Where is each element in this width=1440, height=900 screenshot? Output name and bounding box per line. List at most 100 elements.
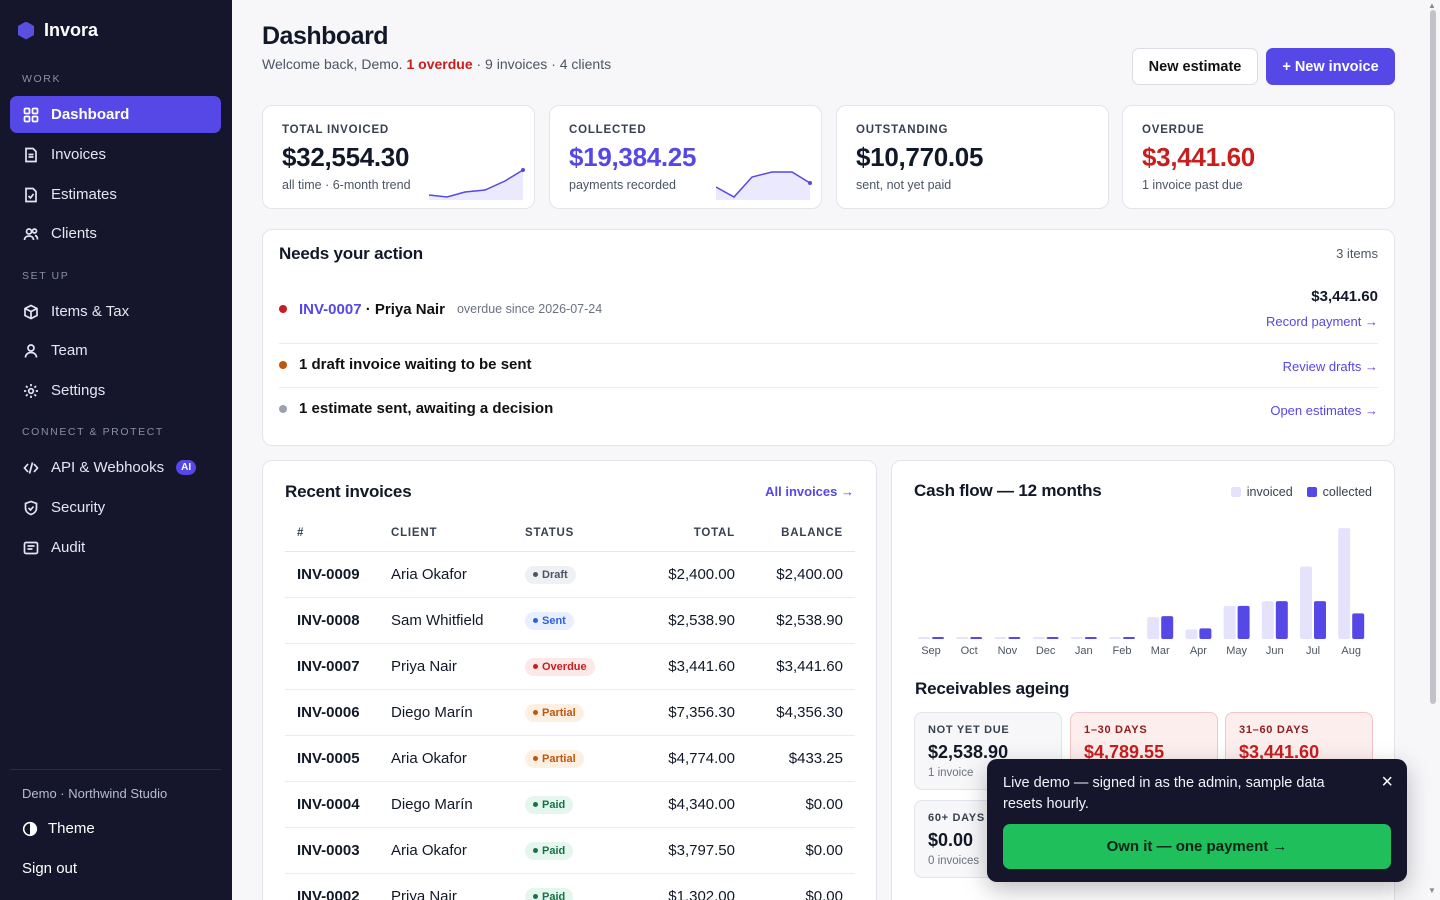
kpi-sub: sent, not yet paid	[856, 178, 952, 192]
status-dot	[279, 404, 287, 413]
page-subtitle: Welcome back, Demo. 1 overdue · 9 invoic…	[262, 56, 611, 72]
overdue-count: 1 overdue	[406, 56, 473, 72]
bar-collected-apr[interactable]	[1199, 628, 1212, 639]
bar-invoiced-jul[interactable]	[1300, 566, 1312, 639]
client-name: Aria Okafor	[391, 827, 525, 874]
bar-invoiced-nov[interactable]	[994, 637, 1007, 639]
close-icon[interactable]: ×	[1381, 771, 1393, 793]
status-dot	[279, 360, 287, 369]
bar-invoiced-dec[interactable]	[1032, 637, 1045, 639]
bar-collected-aug[interactable]	[1352, 613, 1365, 639]
sidebar-item-invoices[interactable]: Invoices	[10, 136, 221, 173]
sidebar-item-audit[interactable]: Audit	[10, 529, 221, 566]
invoice-number[interactable]: INV-0006	[285, 689, 391, 736]
column-header: BALANCE	[735, 515, 855, 552]
all-invoices-link[interactable]: All invoices →	[765, 484, 854, 499]
sidebar-item-settings[interactable]: Settings	[10, 372, 221, 409]
new-invoice-button[interactable]: + New invoice	[1266, 48, 1395, 85]
ageing-value: $0.00	[928, 830, 974, 850]
kpi-label: OUTSTANDING	[856, 124, 949, 136]
page-title: Dashboard	[262, 22, 389, 50]
legend-item-invoiced: invoiced	[1230, 485, 1293, 499]
invoice-number[interactable]: INV-0009	[285, 551, 391, 598]
invoice-balance: $0.00	[735, 873, 855, 900]
status-label: Paid	[542, 798, 566, 811]
x-tick-label: Apr	[1190, 645, 1207, 657]
open-estimates-link[interactable]: Open estimates →	[1270, 403, 1378, 418]
bar-collected-jun[interactable]	[1275, 601, 1288, 639]
legend-swatch	[1230, 487, 1241, 497]
invoice-number[interactable]: INV-0008	[285, 597, 391, 644]
table-row[interactable]: INV-0009 Aria Okafor Draft $2,400.00 $2,400.…	[285, 551, 855, 598]
bar-collected-nov[interactable]	[1008, 637, 1021, 639]
app-name: Invora	[44, 20, 99, 40]
bar-collected-oct[interactable]	[970, 637, 983, 639]
record-payment-link[interactable]: Record payment →	[1266, 314, 1378, 329]
legend-item-collected: collected	[1306, 485, 1372, 499]
table-row[interactable]: INV-0007 Priya Nair Overdue $3,441.60 $3,441…	[285, 643, 855, 690]
table-row[interactable]: INV-0004 Diego Marín Paid $4,340.00 $0.00	[285, 781, 855, 828]
table-row[interactable]: INV-0002 Priya Nair Paid $1,302.00 $0.00	[285, 873, 855, 900]
bar-collected-dec[interactable]	[1046, 637, 1059, 639]
scroll-down-arrow[interactable]: ▼	[1428, 886, 1436, 895]
bar-collected-may[interactable]	[1237, 605, 1250, 639]
bar-invoiced-aug[interactable]	[1338, 528, 1351, 639]
theme-label: Theme	[48, 820, 95, 837]
invoice-number[interactable]: INV-0004	[285, 781, 391, 828]
table-row[interactable]: INV-0006 Diego Marín Partial $7,356.30 $4,35…	[285, 689, 855, 736]
page-scrollbar[interactable]	[1430, 10, 1436, 704]
sidebar-item-security[interactable]: Security	[10, 489, 221, 526]
bar-invoiced-mar[interactable]	[1147, 617, 1160, 639]
buy-button[interactable]: Own it — one payment →	[1003, 824, 1391, 869]
bar-collected-sep[interactable]	[932, 637, 944, 639]
sign-out-link[interactable]: Sign out	[22, 860, 78, 877]
bar-invoiced-jan[interactable]	[1070, 637, 1083, 639]
sidebar-item-team[interactable]: Team	[10, 332, 221, 369]
status-cell: Sent	[525, 597, 625, 644]
x-tick-label: Nov	[998, 645, 1018, 657]
sidebar-item-label: API & Webhooks	[51, 459, 165, 476]
status-cell: Overdue	[525, 643, 625, 690]
table-row[interactable]: INV-0005 Aria Okafor Partial $4,774.00 $433.…	[285, 735, 855, 782]
sparkline-total-invoiced	[429, 168, 525, 200]
contrast-icon	[22, 821, 38, 836]
bar-invoiced-sep[interactable]	[918, 637, 930, 639]
review-drafts-link[interactable]: Review drafts →	[1282, 359, 1378, 374]
kpi-value: $19,384.25	[569, 142, 697, 172]
status-dot	[533, 848, 538, 854]
bar-collected-jul[interactable]	[1314, 601, 1326, 639]
table-row[interactable]: INV-0008 Sam Whitfield Sent $2,538.90 $2,538…	[285, 597, 855, 644]
sidebar-item-dashboard[interactable]: Dashboard	[10, 96, 221, 133]
bar-invoiced-jun[interactable]	[1261, 601, 1274, 639]
sidebar-item-items-tax[interactable]: Items & Tax	[10, 293, 221, 330]
invoice-total: $3,441.60	[625, 643, 735, 690]
status-badge: Paid	[525, 841, 574, 860]
invoice-number[interactable]: INV-0003	[285, 827, 391, 874]
kpi-value: $3,441.60	[1142, 142, 1255, 172]
invoice-total: $3,797.50	[625, 827, 735, 874]
users-icon	[23, 227, 39, 240]
invoice-number[interactable]: INV-0007	[285, 643, 391, 690]
bar-invoiced-oct[interactable]	[956, 637, 969, 639]
bar-collected-mar[interactable]	[1161, 616, 1174, 639]
ai-badge: AI	[176, 460, 197, 475]
bar-invoiced-may[interactable]	[1223, 605, 1236, 639]
bar-collected-feb[interactable]	[1123, 637, 1135, 639]
app-logo[interactable]: Invora	[18, 20, 98, 41]
box-icon	[24, 304, 38, 319]
bar-invoiced-apr[interactable]	[1185, 629, 1198, 639]
card-title: Cash flow — 12 months	[914, 481, 1102, 500]
sidebar-item-api-webhooks[interactable]: API & Webhooks AI	[10, 449, 221, 486]
invoice-link[interactable]: INV-0007	[299, 300, 362, 318]
invoice-total: $4,774.00	[625, 735, 735, 782]
theme-toggle[interactable]: Theme	[22, 820, 95, 837]
table-row[interactable]: INV-0003 Aria Okafor Paid $3,797.50 $0.00	[285, 827, 855, 874]
invoice-number[interactable]: INV-0002	[285, 873, 391, 900]
sidebar-item-clients[interactable]: Clients	[10, 215, 221, 252]
bar-invoiced-feb[interactable]	[1109, 637, 1121, 639]
sidebar-item-estimates[interactable]: Estimates	[10, 176, 221, 213]
scroll-up-arrow[interactable]: ▲	[1428, 1, 1436, 10]
new-estimate-button[interactable]: New estimate	[1132, 48, 1258, 85]
invoice-number[interactable]: INV-0005	[285, 735, 391, 782]
bar-collected-jan[interactable]	[1084, 637, 1097, 639]
